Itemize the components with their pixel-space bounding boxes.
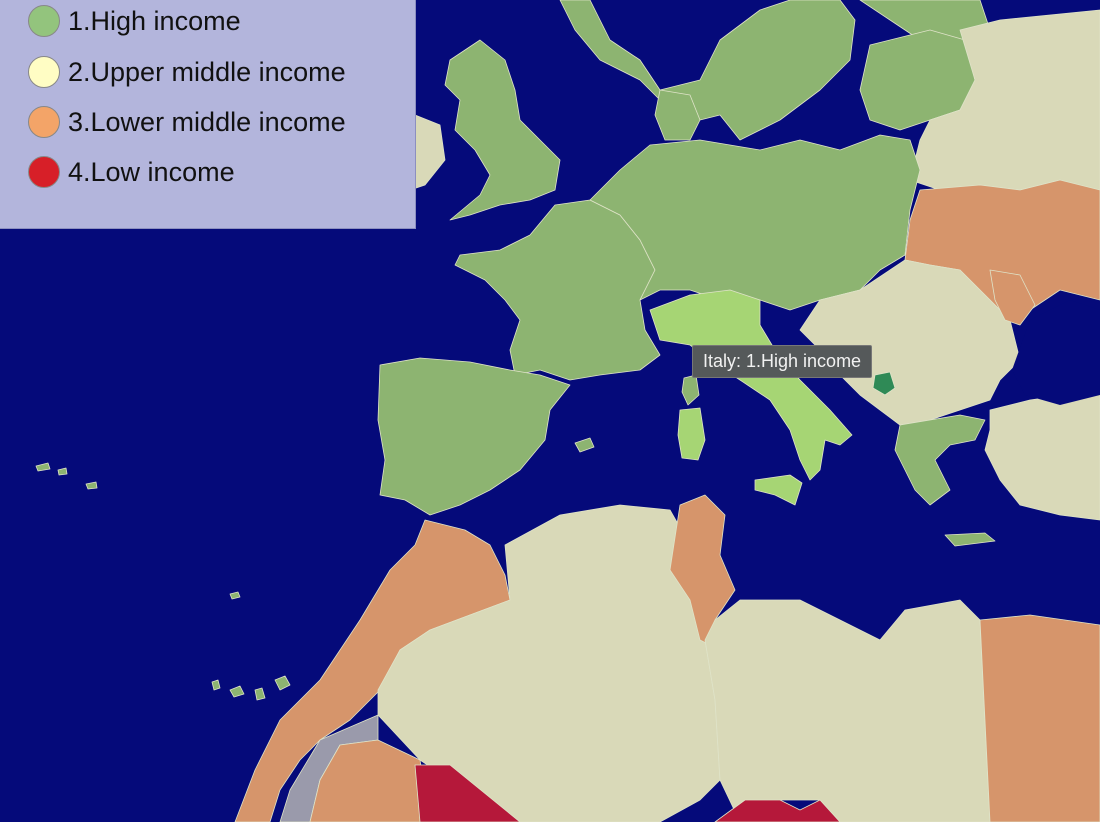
country-libya[interactable] <box>704 599 991 822</box>
legend-item-low-income[interactable]: 4.Low income <box>28 154 235 190</box>
legend-label: 3.Lower middle income <box>68 106 346 137</box>
map-tooltip: Italy: 1.High income <box>692 345 873 378</box>
country-niger-chad[interactable] <box>714 799 841 822</box>
country-algeria[interactable] <box>377 504 721 822</box>
island-crete[interactable] <box>944 532 996 547</box>
country-moldova[interactable] <box>989 269 1036 326</box>
country-germany-central[interactable] <box>589 134 921 311</box>
legend-swatch-high-income <box>28 5 60 37</box>
island-azores[interactable] <box>35 462 98 490</box>
legend-item-upper-middle-income[interactable]: 2.Upper middle income <box>28 54 346 90</box>
legend-swatch-lower-middle-income <box>28 106 60 138</box>
legend-label: 4.Low income <box>68 156 235 187</box>
country-spain-portugal[interactable] <box>377 357 571 516</box>
country-france[interactable] <box>454 199 661 381</box>
legend-swatch-upper-middle-income <box>28 56 60 88</box>
country-denmark[interactable] <box>654 89 701 141</box>
country-morocco[interactable] <box>234 519 511 822</box>
country-egypt[interactable] <box>979 614 1100 822</box>
island-sicily[interactable] <box>754 474 803 506</box>
legend-item-high-income[interactable]: 1.High income <box>28 3 241 39</box>
country-kosovo[interactable] <box>872 371 896 396</box>
country-greece[interactable] <box>894 414 986 506</box>
legend-swatch-low-income <box>28 156 60 188</box>
legend: 1.High income 2.Upper middle income 3.Lo… <box>0 0 416 229</box>
island-sardinia[interactable] <box>677 407 706 461</box>
country-mali[interactable] <box>414 764 521 822</box>
island-madeira[interactable] <box>229 591 241 600</box>
island-canary[interactable] <box>211 675 291 701</box>
legend-label: 2.Upper middle income <box>68 56 346 87</box>
legend-item-lower-middle-income[interactable]: 3.Lower middle income <box>28 104 346 140</box>
island-balearic[interactable] <box>574 437 595 453</box>
country-united-kingdom[interactable] <box>444 39 561 221</box>
black-sea <box>1012 300 1100 405</box>
legend-label: 1.High income <box>68 5 241 36</box>
